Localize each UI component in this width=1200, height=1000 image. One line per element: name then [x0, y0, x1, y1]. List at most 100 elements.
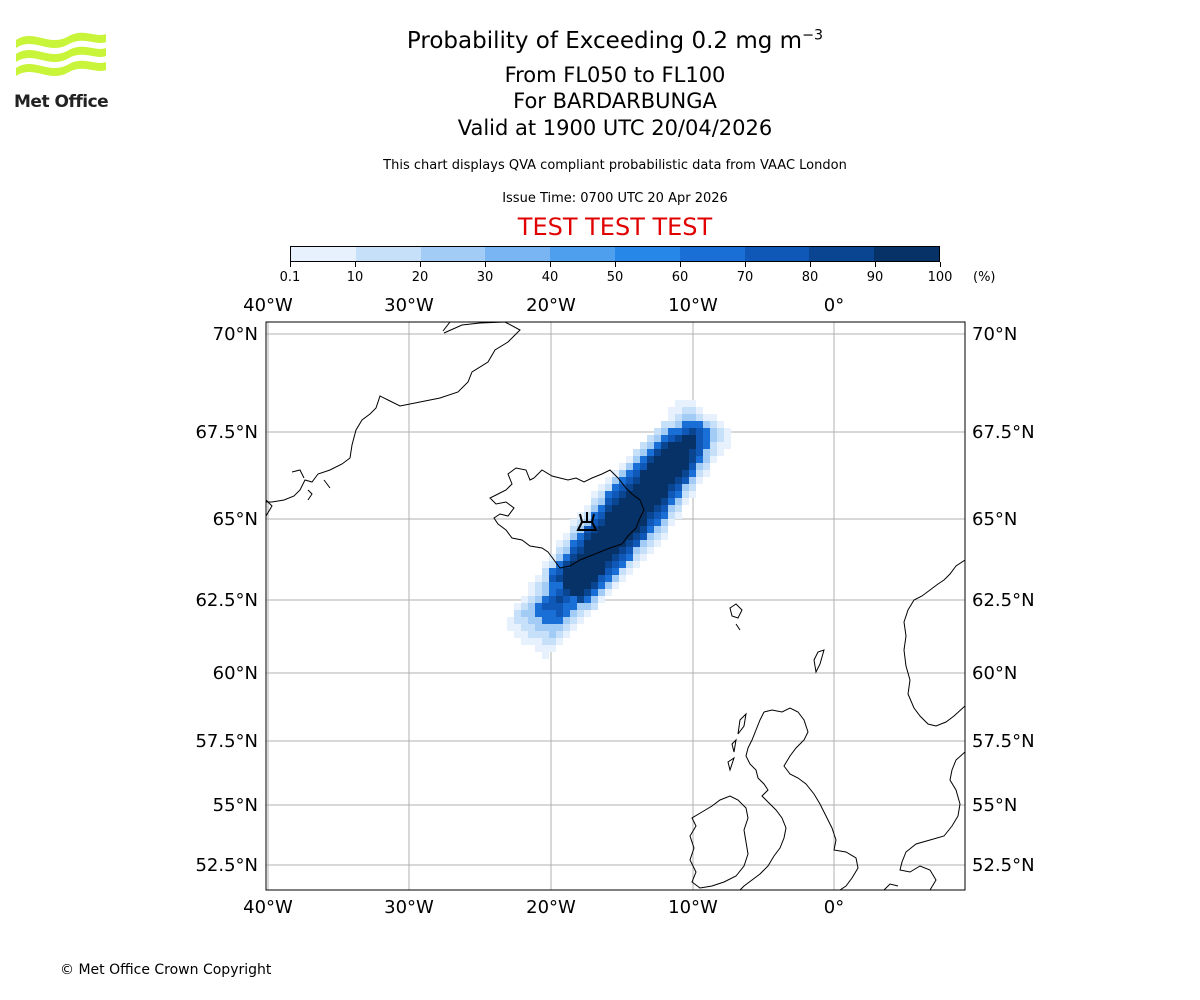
- logo-text: Met Office: [14, 92, 109, 112]
- plume-cell: [556, 617, 563, 624]
- lon-tick-label: 10°W: [668, 897, 718, 918]
- plume-cell: [675, 407, 682, 414]
- plume-cell: [591, 568, 598, 575]
- plume-cell: [514, 603, 521, 610]
- plume-cell: [668, 449, 675, 456]
- colorbar-tick: [290, 262, 291, 267]
- plume-cell: [703, 435, 710, 442]
- colorbar-tick: [615, 262, 616, 267]
- plume-cell: [633, 484, 640, 491]
- plume-cell: [626, 512, 633, 519]
- plume-cell: [661, 519, 668, 526]
- coastline-greenland: [266, 322, 521, 517]
- lat-tick-label: 57.5°N: [195, 731, 258, 752]
- colorbar-segment: [291, 247, 356, 261]
- colorbar-label: 0.1: [279, 270, 301, 285]
- plume-cell: [598, 561, 605, 568]
- plume-cell: [542, 561, 549, 568]
- plume-cell: [619, 519, 626, 526]
- plume-cell: [584, 596, 591, 603]
- plume-cell: [584, 505, 591, 512]
- plume-cell: [710, 442, 717, 449]
- colorbar-label: 60: [671, 270, 689, 285]
- plume-cell: [591, 533, 598, 540]
- colorbar-label: 80: [801, 270, 819, 285]
- plume-cell: [577, 533, 584, 540]
- plume-cell: [696, 449, 703, 456]
- plume-cell: [682, 435, 689, 442]
- plume-cell: [612, 484, 619, 491]
- plume-cell: [570, 575, 577, 582]
- plume-cell: [605, 505, 612, 512]
- plume-cell: [535, 638, 542, 645]
- plume-cell: [689, 456, 696, 463]
- plume-cell: [528, 589, 535, 596]
- plume-cell: [717, 449, 724, 456]
- plume-cell: [584, 582, 591, 589]
- plume-cell: [563, 575, 570, 582]
- plume-cell: [563, 603, 570, 610]
- plume-cell: [626, 470, 633, 477]
- colorbar-tick: [550, 262, 551, 267]
- plume-cell: [668, 463, 675, 470]
- plume-cell: [605, 568, 612, 575]
- volcano-name: For BARDARBUNGA: [513, 89, 717, 113]
- plume-cell: [668, 477, 675, 484]
- plume-cell: [549, 589, 556, 596]
- plume-cell: [710, 456, 717, 463]
- plume-cell: [689, 421, 696, 428]
- plume-cell: [661, 442, 668, 449]
- colorbar-label: 40: [541, 270, 559, 285]
- plume-cell: [675, 463, 682, 470]
- lat-tick-label: 57.5°N: [972, 731, 1035, 752]
- plume-cell: [647, 456, 654, 463]
- plume-cell: [563, 610, 570, 617]
- plume-cell: [577, 596, 584, 603]
- plume-cell: [570, 554, 577, 561]
- plume-cell: [577, 540, 584, 547]
- plume-cell: [563, 540, 570, 547]
- plume-cell: [570, 610, 577, 617]
- plume-cell: [612, 519, 619, 526]
- plume-cell: [675, 449, 682, 456]
- plume-cell: [689, 428, 696, 435]
- chart-title: Probability of Exceeding 0.2 mg m−3: [0, 28, 1200, 54]
- plume-cell: [654, 540, 661, 547]
- plume-cell: [542, 568, 549, 575]
- plume-cell: [640, 547, 647, 554]
- plume-cell: [563, 582, 570, 589]
- plume-cell: [598, 547, 605, 554]
- colorbar-tick: [420, 262, 421, 267]
- plume-cell: [535, 596, 542, 603]
- plume-cell: [507, 624, 514, 631]
- colorbar-segment: [550, 247, 615, 261]
- colorbar-segment: [744, 247, 810, 261]
- plume-cell: [633, 491, 640, 498]
- plume-cell: [675, 435, 682, 442]
- plume-cell: [619, 491, 626, 498]
- plume-cell: [654, 477, 661, 484]
- plume-cell: [577, 610, 584, 617]
- plume-cell: [507, 617, 514, 624]
- plume-cell: [640, 540, 647, 547]
- plume-cell: [717, 421, 724, 428]
- plume-cell: [542, 603, 549, 610]
- plume-cell: [556, 596, 563, 603]
- colorbar-label: 70: [736, 270, 754, 285]
- plume-cell: [598, 505, 605, 512]
- plume-cell: [661, 533, 668, 540]
- plume-cell: [605, 512, 612, 519]
- plume-cell: [556, 610, 563, 617]
- plume-cell: [626, 554, 633, 561]
- plume-cell: [584, 575, 591, 582]
- plume-cell: [549, 603, 556, 610]
- colorbar-tick: [745, 262, 746, 267]
- coastline-faroe: [729, 603, 743, 631]
- title-superscript: −3: [802, 27, 824, 44]
- plume-cell: [556, 575, 563, 582]
- plume-cell: [528, 610, 535, 617]
- plume-cell: [717, 428, 724, 435]
- plume-cell: [542, 652, 549, 659]
- plume-cell: [626, 533, 633, 540]
- plume-cell: [542, 638, 549, 645]
